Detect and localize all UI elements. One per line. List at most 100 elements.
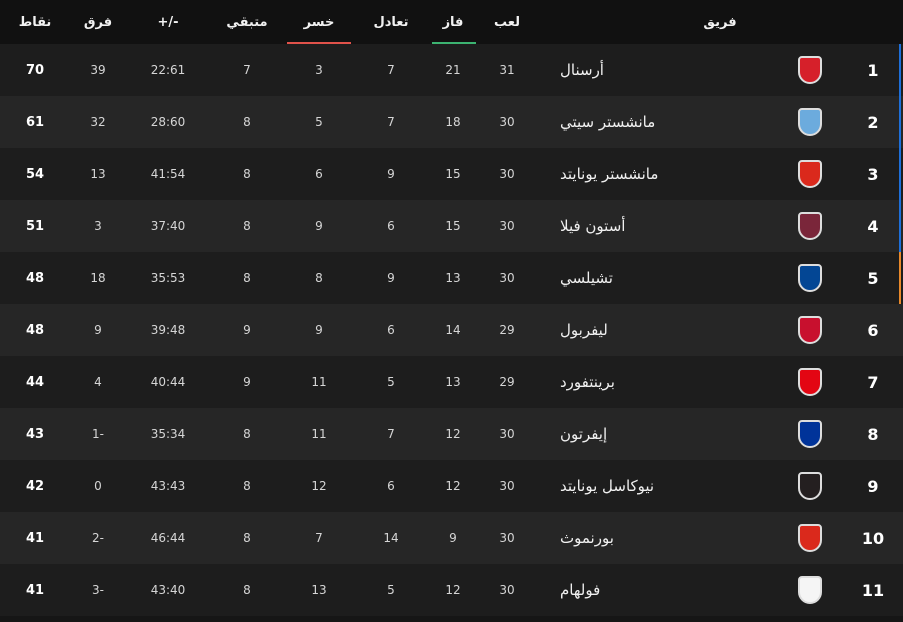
team-name: نيوكاسل يونايتد [560, 477, 655, 495]
stat: 43:40 [150, 583, 186, 597]
stat: 12 [445, 479, 461, 493]
points: 41 [25, 582, 45, 598]
stat: 6 [315, 167, 323, 181]
stat: 3- [92, 583, 104, 597]
stat: 5 [315, 115, 323, 129]
stat: 30 [499, 583, 515, 597]
stat: 31 [499, 63, 515, 77]
team-logo [795, 200, 825, 252]
column-header: متبقي [226, 14, 268, 30]
stat: 28:60 [150, 115, 186, 129]
stat: 9 [315, 323, 323, 337]
team-row: 10 بورنموث 30 9 14 7 8 46:44 2- 41 [0, 512, 903, 564]
logo-shape [798, 56, 822, 84]
points: 61 [25, 114, 45, 130]
team-logo [795, 148, 825, 200]
team-row: 6 ليفربول 29 14 6 9 9 39:48 9 48 [0, 304, 903, 356]
stat: 9 [387, 167, 395, 181]
points: 54 [25, 166, 45, 182]
column-header: نقاط [18, 14, 52, 30]
qualification-bar [899, 44, 901, 96]
stat: 7 [243, 63, 251, 77]
logo-shape [798, 420, 822, 448]
logo-shape [798, 316, 822, 344]
points: 51 [25, 218, 45, 234]
team-name: أستون فيلا [560, 217, 626, 235]
rank: 10 [861, 528, 885, 548]
points: 48 [25, 322, 45, 338]
stat: 22:61 [150, 63, 186, 77]
header-row: فريق لعب فاز تعادل خسر متبقي -/+ فرق نقاط [0, 0, 903, 44]
stat: 30 [499, 531, 515, 545]
logo-shape [798, 524, 822, 552]
stat: 11 [311, 427, 327, 441]
stat: 30 [499, 479, 515, 493]
team-logo [795, 356, 825, 408]
rank: 3 [867, 164, 879, 184]
stat: 13 [445, 375, 461, 389]
team-logo [795, 252, 825, 304]
stat: 8 [315, 271, 323, 285]
team-name: بورنموث [560, 529, 614, 547]
stat: 8 [243, 479, 251, 493]
stat: 7 [315, 531, 323, 545]
team-logo [795, 564, 825, 616]
team-row: 5 تشيلسي 30 13 9 8 8 35:53 18 48 [0, 252, 903, 304]
rank: 2 [867, 112, 879, 132]
team-name: مانشستر يونايتد [560, 165, 659, 183]
stat: 41:54 [150, 167, 186, 181]
stat: 11 [311, 375, 327, 389]
rank: 11 [861, 580, 885, 600]
points: 48 [25, 270, 45, 286]
team-logo [795, 304, 825, 356]
stat: 15 [445, 219, 461, 233]
stat: 30 [499, 115, 515, 129]
stat: 13 [445, 271, 461, 285]
stat: 39:48 [150, 323, 186, 337]
logo-shape [798, 576, 822, 604]
qualification-bar [899, 252, 901, 304]
stat: 13 [90, 167, 106, 181]
team-row: 2 مانشستر سيتي 30 18 7 5 8 28:60 32 61 [0, 96, 903, 148]
stat: 1- [92, 427, 104, 441]
points: 41 [25, 530, 45, 546]
logo-shape [798, 108, 822, 136]
stat: 15 [445, 167, 461, 181]
stat: 8 [243, 115, 251, 129]
logo-shape [798, 160, 822, 188]
column-header: لعب [494, 14, 520, 30]
team-name: تشيلسي [560, 269, 613, 287]
stat: 14 [383, 531, 399, 545]
team-row: 4 أستون فيلا 30 15 6 9 8 37:40 3 51 [0, 200, 903, 252]
team-row: 7 برينتفورد 29 13 5 11 9 40:44 4 44 [0, 356, 903, 408]
rank: 8 [867, 424, 879, 444]
rank: 4 [867, 216, 879, 236]
stat: 12 [311, 479, 327, 493]
logo-shape [798, 264, 822, 292]
stat: 8 [243, 167, 251, 181]
stat: 3 [94, 219, 102, 233]
stat: 9 [243, 323, 251, 337]
column-header: فاز [442, 14, 464, 30]
column-header: خسر [303, 14, 335, 30]
stat: 18 [445, 115, 461, 129]
stat: 5 [387, 583, 395, 597]
points: 44 [25, 374, 45, 390]
rank: 1 [867, 60, 879, 80]
logo-shape [798, 472, 822, 500]
stat: 30 [499, 271, 515, 285]
team-logo [795, 96, 825, 148]
stat: 35:53 [150, 271, 186, 285]
team-logo [795, 44, 825, 96]
stat: 9 [449, 531, 457, 545]
stat: 6 [387, 323, 395, 337]
team-row: 3 مانشستر يونايتد 30 15 9 6 8 41:54 13 54 [0, 148, 903, 200]
stat: 6 [387, 219, 395, 233]
team-name: ليفربول [560, 321, 608, 339]
stat: 9 [315, 219, 323, 233]
stat: 12 [445, 427, 461, 441]
stat: 9 [387, 271, 395, 285]
stat: 4 [94, 375, 102, 389]
rank: 9 [867, 476, 879, 496]
team-name: مانشستر سيتي [560, 113, 656, 131]
